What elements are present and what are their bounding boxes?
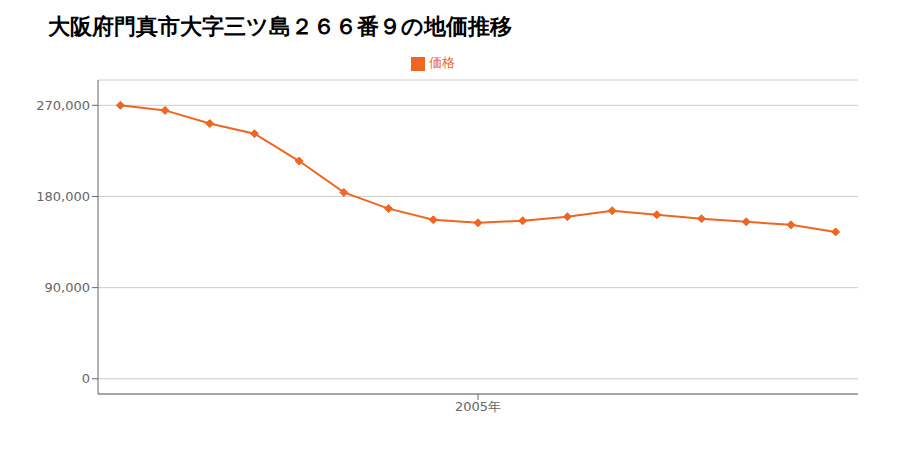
svg-text:90,000: 90,000 bbox=[45, 280, 91, 295]
html-text:大阪府門真市大字三ツ島２６６番９の地価推移: 大阪府門真市大字三ツ島２６６番９の地価推移 bbox=[48, 14, 512, 39]
svg-text:180,000: 180,000 bbox=[36, 189, 90, 204]
svg-text:270,000: 270,000 bbox=[36, 98, 90, 113]
svg-text:2005年: 2005年 bbox=[455, 399, 501, 414]
svg-text:0: 0 bbox=[82, 371, 90, 386]
html-text:価格: 価格 bbox=[429, 55, 455, 70]
